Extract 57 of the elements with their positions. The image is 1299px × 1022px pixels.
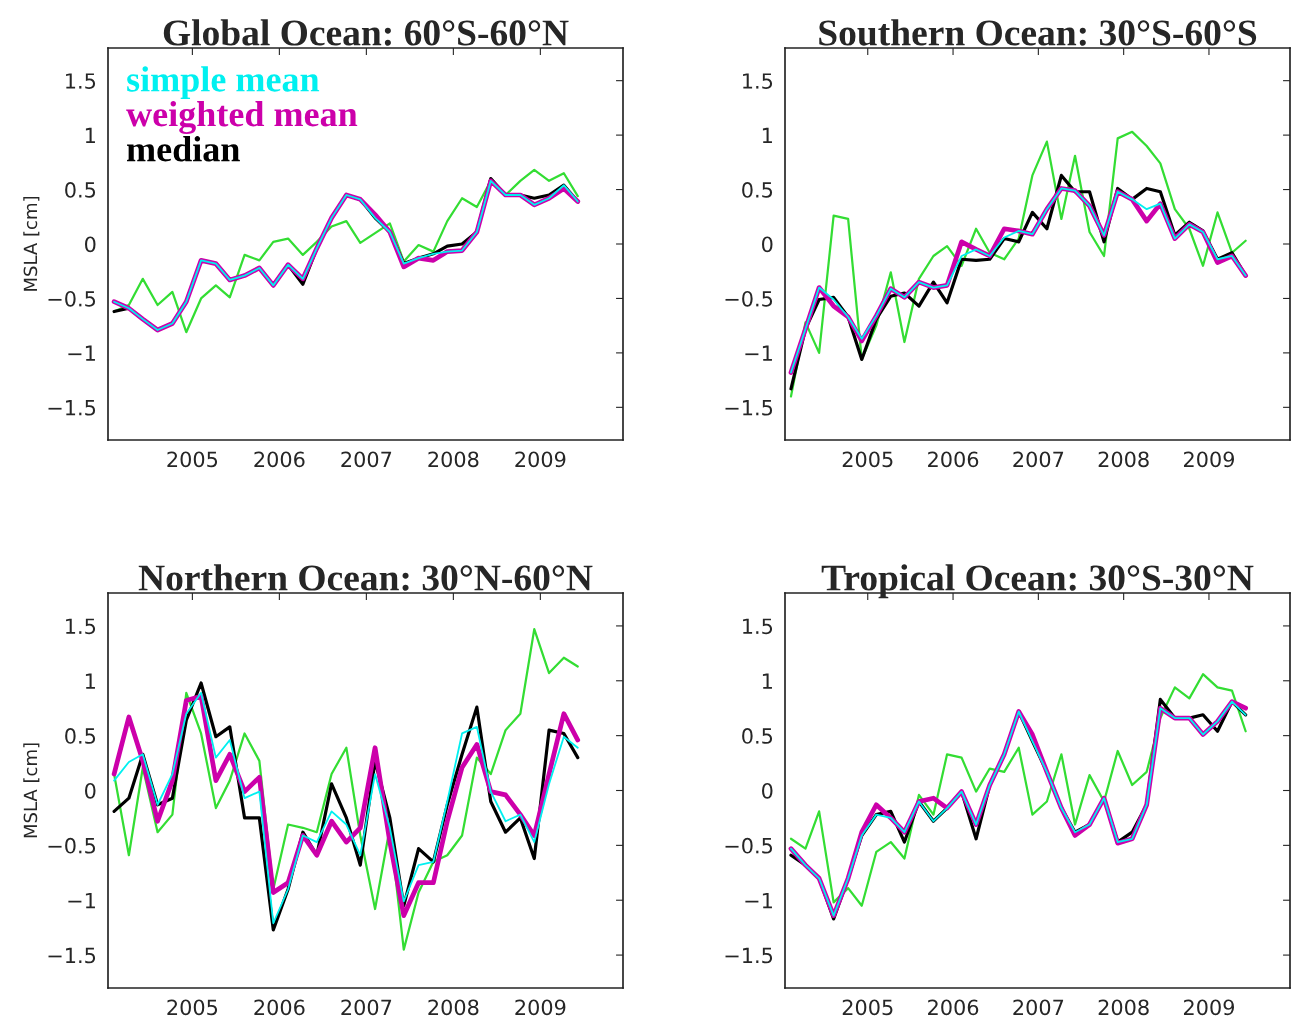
y-tick-label: 1.5	[743, 618, 773, 635]
y-tick-label: 0.5	[65, 728, 96, 744]
y-tick-label: −1	[745, 345, 772, 361]
y-tick-label: −0.5	[725, 290, 773, 307]
x-tick-label: 2008	[1098, 451, 1149, 468]
y-tick-label: 0.5	[65, 182, 96, 198]
y-axis-title: MSLA [cm]	[23, 743, 40, 838]
x-tick-label: 2007	[341, 451, 392, 468]
x-tick-label: 2005	[842, 999, 893, 1016]
x-tick-label: 2008	[1098, 999, 1149, 1016]
x-tick-label: 2005	[842, 451, 893, 468]
y-tick-label: 1	[85, 673, 95, 689]
y-tick-label: −1	[68, 892, 95, 909]
x-tick-label: 2005	[167, 999, 218, 1016]
y-axis-title: MSLA [cm]	[23, 196, 40, 291]
x-tick-label: 2009	[515, 999, 566, 1016]
text: median	[127, 136, 240, 162]
x-tick-label: 2006	[928, 451, 979, 468]
y-tick-label: −1.5	[725, 400, 773, 416]
y-tick-label: 1	[762, 127, 772, 144]
y-tick-label: −1.5	[48, 947, 96, 964]
y-tick-label: −1	[68, 345, 95, 361]
y-tick-label: −1.5	[725, 947, 773, 964]
chart-title: Northern Ocean: 30°N-60°N	[138, 564, 593, 591]
y-tick-label: 0	[85, 236, 96, 253]
y-tick-label: 1.5	[743, 73, 773, 89]
x-tick-label: 2005	[167, 451, 218, 468]
y-tick-label: 1	[85, 127, 95, 144]
y-tick-label: −0.5	[48, 837, 96, 854]
y-tick-label: 1.5	[66, 73, 96, 89]
y-tick-label: −1	[745, 892, 772, 909]
y-tick-label: 0	[762, 236, 773, 253]
text: simple mean	[127, 66, 320, 100]
x-tick-label: 2009	[1183, 451, 1235, 468]
chart-title: Global Ocean: 60°S-60°N	[163, 19, 569, 46]
x-tick-label: 2006	[254, 999, 305, 1016]
x-tick-label: 2008	[428, 999, 479, 1016]
y-tick-label: 0.5	[742, 728, 773, 744]
x-tick-label: 2009	[1183, 999, 1235, 1016]
y-tick-label: 1.5	[66, 618, 96, 635]
x-tick-label: 2007	[1013, 451, 1064, 468]
x-tick-label: 2007	[1013, 999, 1064, 1016]
y-tick-label: −0.5	[48, 290, 96, 307]
x-tick-label: 2006	[928, 999, 979, 1016]
chart-title: Southern Ocean: 30°S-60°S	[819, 19, 1257, 46]
y-tick-label: 0.5	[742, 182, 773, 198]
y-tick-label: 0	[762, 782, 773, 799]
x-tick-label: 2009	[515, 451, 566, 468]
series-label: weighted mean	[126, 101, 358, 135]
x-tick-label: 2008	[428, 451, 479, 468]
x-tick-label: 2007	[341, 999, 392, 1016]
y-tick-label: −1.5	[48, 400, 96, 416]
y-tick-label: 1	[762, 673, 772, 689]
x-tick-label: 2006	[254, 451, 305, 468]
y-tick-label: −0.5	[725, 837, 773, 854]
chart-title: Tropical Ocean: 30°S-30°N	[821, 564, 1254, 599]
y-tick-label: 0	[85, 782, 96, 799]
